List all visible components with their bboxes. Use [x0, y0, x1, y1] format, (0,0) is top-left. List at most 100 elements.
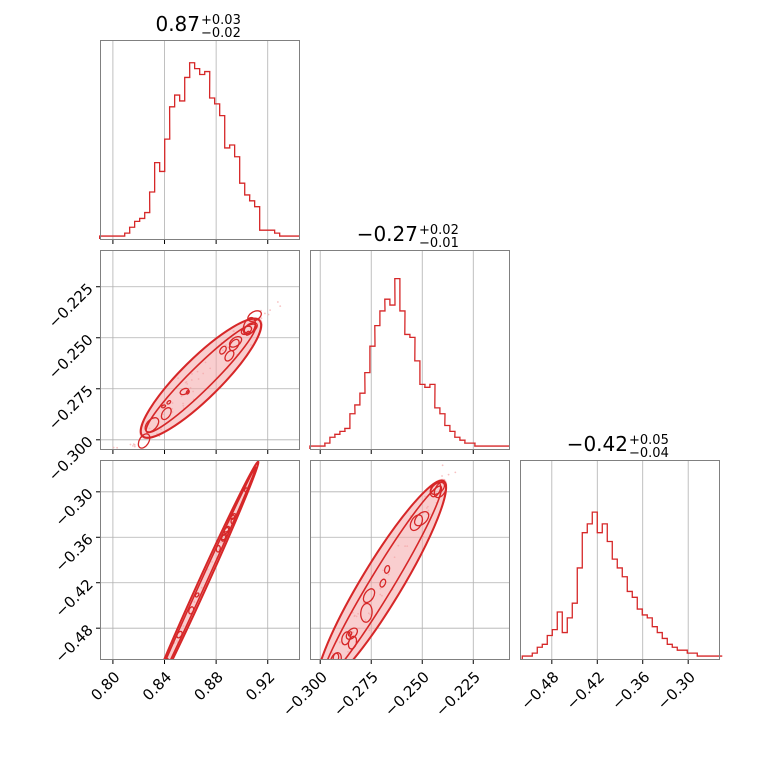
contour-island — [329, 651, 342, 660]
sample-point — [264, 312, 266, 315]
panel-frame — [100, 250, 300, 450]
x-tick-label: 0.84 — [139, 668, 175, 704]
sample-point — [167, 661, 169, 663]
sample-point — [341, 671, 343, 673]
contour-island — [347, 631, 353, 637]
sample-point — [441, 464, 444, 467]
contour-island — [429, 481, 442, 498]
sample-point — [268, 435, 270, 437]
contour-island — [160, 407, 172, 421]
sample-point — [280, 411, 282, 413]
contour-island — [215, 544, 221, 553]
histogram-line-param-1 — [309, 277, 510, 449]
sample-point — [135, 451, 137, 453]
title-param-2: −0.42 +0.05 −0.04 — [567, 432, 669, 461]
x-tick-label: −0.275 — [330, 668, 382, 720]
sample-point — [122, 757, 124, 759]
sample-point — [112, 446, 115, 449]
y-tick-label: −0.225 — [45, 280, 97, 332]
contour-island — [409, 514, 424, 532]
sample-point — [263, 451, 265, 453]
x-tick-label: 0.80 — [87, 668, 123, 704]
title-param-2-plus: +0.05 — [629, 433, 669, 448]
contour-island — [160, 404, 167, 409]
contour-island — [164, 657, 170, 660]
sample-point — [133, 445, 136, 448]
contour-outer — [144, 460, 260, 660]
sample-point — [314, 716, 316, 718]
sample-point — [129, 443, 132, 446]
y-tick-label: −0.275 — [45, 382, 97, 434]
y-tick-label: −0.300 — [45, 433, 97, 485]
panel-2-2: −0.48 −0.42 −0.36 −0.30 — [517, 460, 723, 713]
sample-point — [275, 423, 277, 425]
sample-point — [163, 666, 165, 668]
sample-point — [267, 313, 270, 316]
sample-point — [145, 704, 147, 706]
sample-point — [273, 422, 275, 424]
sample-point — [276, 301, 279, 303]
contour-island — [379, 578, 387, 588]
contour-island — [223, 525, 231, 533]
contour-island — [188, 606, 195, 615]
title-param-1-value: −0.27 — [357, 222, 418, 246]
contour-island — [176, 630, 183, 639]
title-param-2-value: −0.42 — [567, 432, 628, 456]
sample-point — [447, 473, 450, 476]
contour-island — [383, 564, 391, 574]
contour-island — [332, 652, 340, 660]
sample-point — [279, 305, 282, 308]
sample-point — [454, 471, 457, 474]
sample-point — [441, 475, 443, 477]
contour-island — [219, 345, 227, 355]
sample-point — [136, 730, 138, 732]
sample-point — [315, 703, 317, 705]
contour-island — [228, 338, 240, 352]
contour-island — [247, 310, 262, 322]
sample-point — [126, 748, 128, 750]
panel-frame — [100, 40, 300, 240]
title-param-0: 0.87 +0.03 −0.02 — [155, 12, 240, 41]
contour-island — [242, 316, 256, 336]
sample-point — [453, 442, 455, 444]
contour-island — [166, 400, 172, 405]
sample-point — [318, 693, 320, 695]
sample-point — [273, 428, 275, 430]
panel-frame — [310, 460, 510, 660]
title-param-0-value: 0.87 — [155, 12, 200, 36]
panel-1-0: −0.300−0.275−0.250−0.225 — [45, 250, 300, 485]
sample-point — [265, 444, 267, 446]
x-tick-label: −0.250 — [381, 668, 433, 720]
panel-frame — [310, 250, 510, 450]
x-tick-label: −0.30 — [654, 668, 699, 713]
sample-point — [260, 317, 263, 320]
x-tick-label: −0.300 — [279, 668, 331, 720]
contour-island — [430, 481, 446, 496]
sample-point — [116, 446, 119, 449]
contour-island — [230, 514, 236, 521]
sample-point — [143, 715, 145, 717]
panel-inner — [112, 301, 282, 460]
x-tick-label: −0.42 — [563, 668, 608, 713]
panel-frame — [520, 460, 720, 660]
panel-2-1: −0.300 −0.275 −0.250 −0.225 — [279, 442, 510, 720]
sample-point — [280, 411, 282, 413]
sample-point — [132, 444, 134, 447]
contour-island — [345, 627, 359, 640]
density-fill — [315, 478, 448, 660]
title-param-1-minus: −0.01 — [419, 236, 459, 251]
x-tick-label: −0.225 — [432, 668, 484, 720]
sample-point — [459, 447, 461, 449]
sample-point — [124, 752, 126, 754]
contour-island — [179, 387, 190, 396]
contour-island — [362, 588, 376, 604]
title-param-0-plus: +0.03 — [201, 13, 241, 28]
sample-point — [143, 716, 145, 718]
panel-0-0 — [99, 40, 300, 244]
title-param-2-minus: −0.04 — [629, 446, 669, 461]
panel-frame — [100, 460, 300, 660]
sample-point — [281, 411, 283, 413]
sample-point — [117, 458, 119, 460]
panel-1-1 — [309, 250, 510, 454]
